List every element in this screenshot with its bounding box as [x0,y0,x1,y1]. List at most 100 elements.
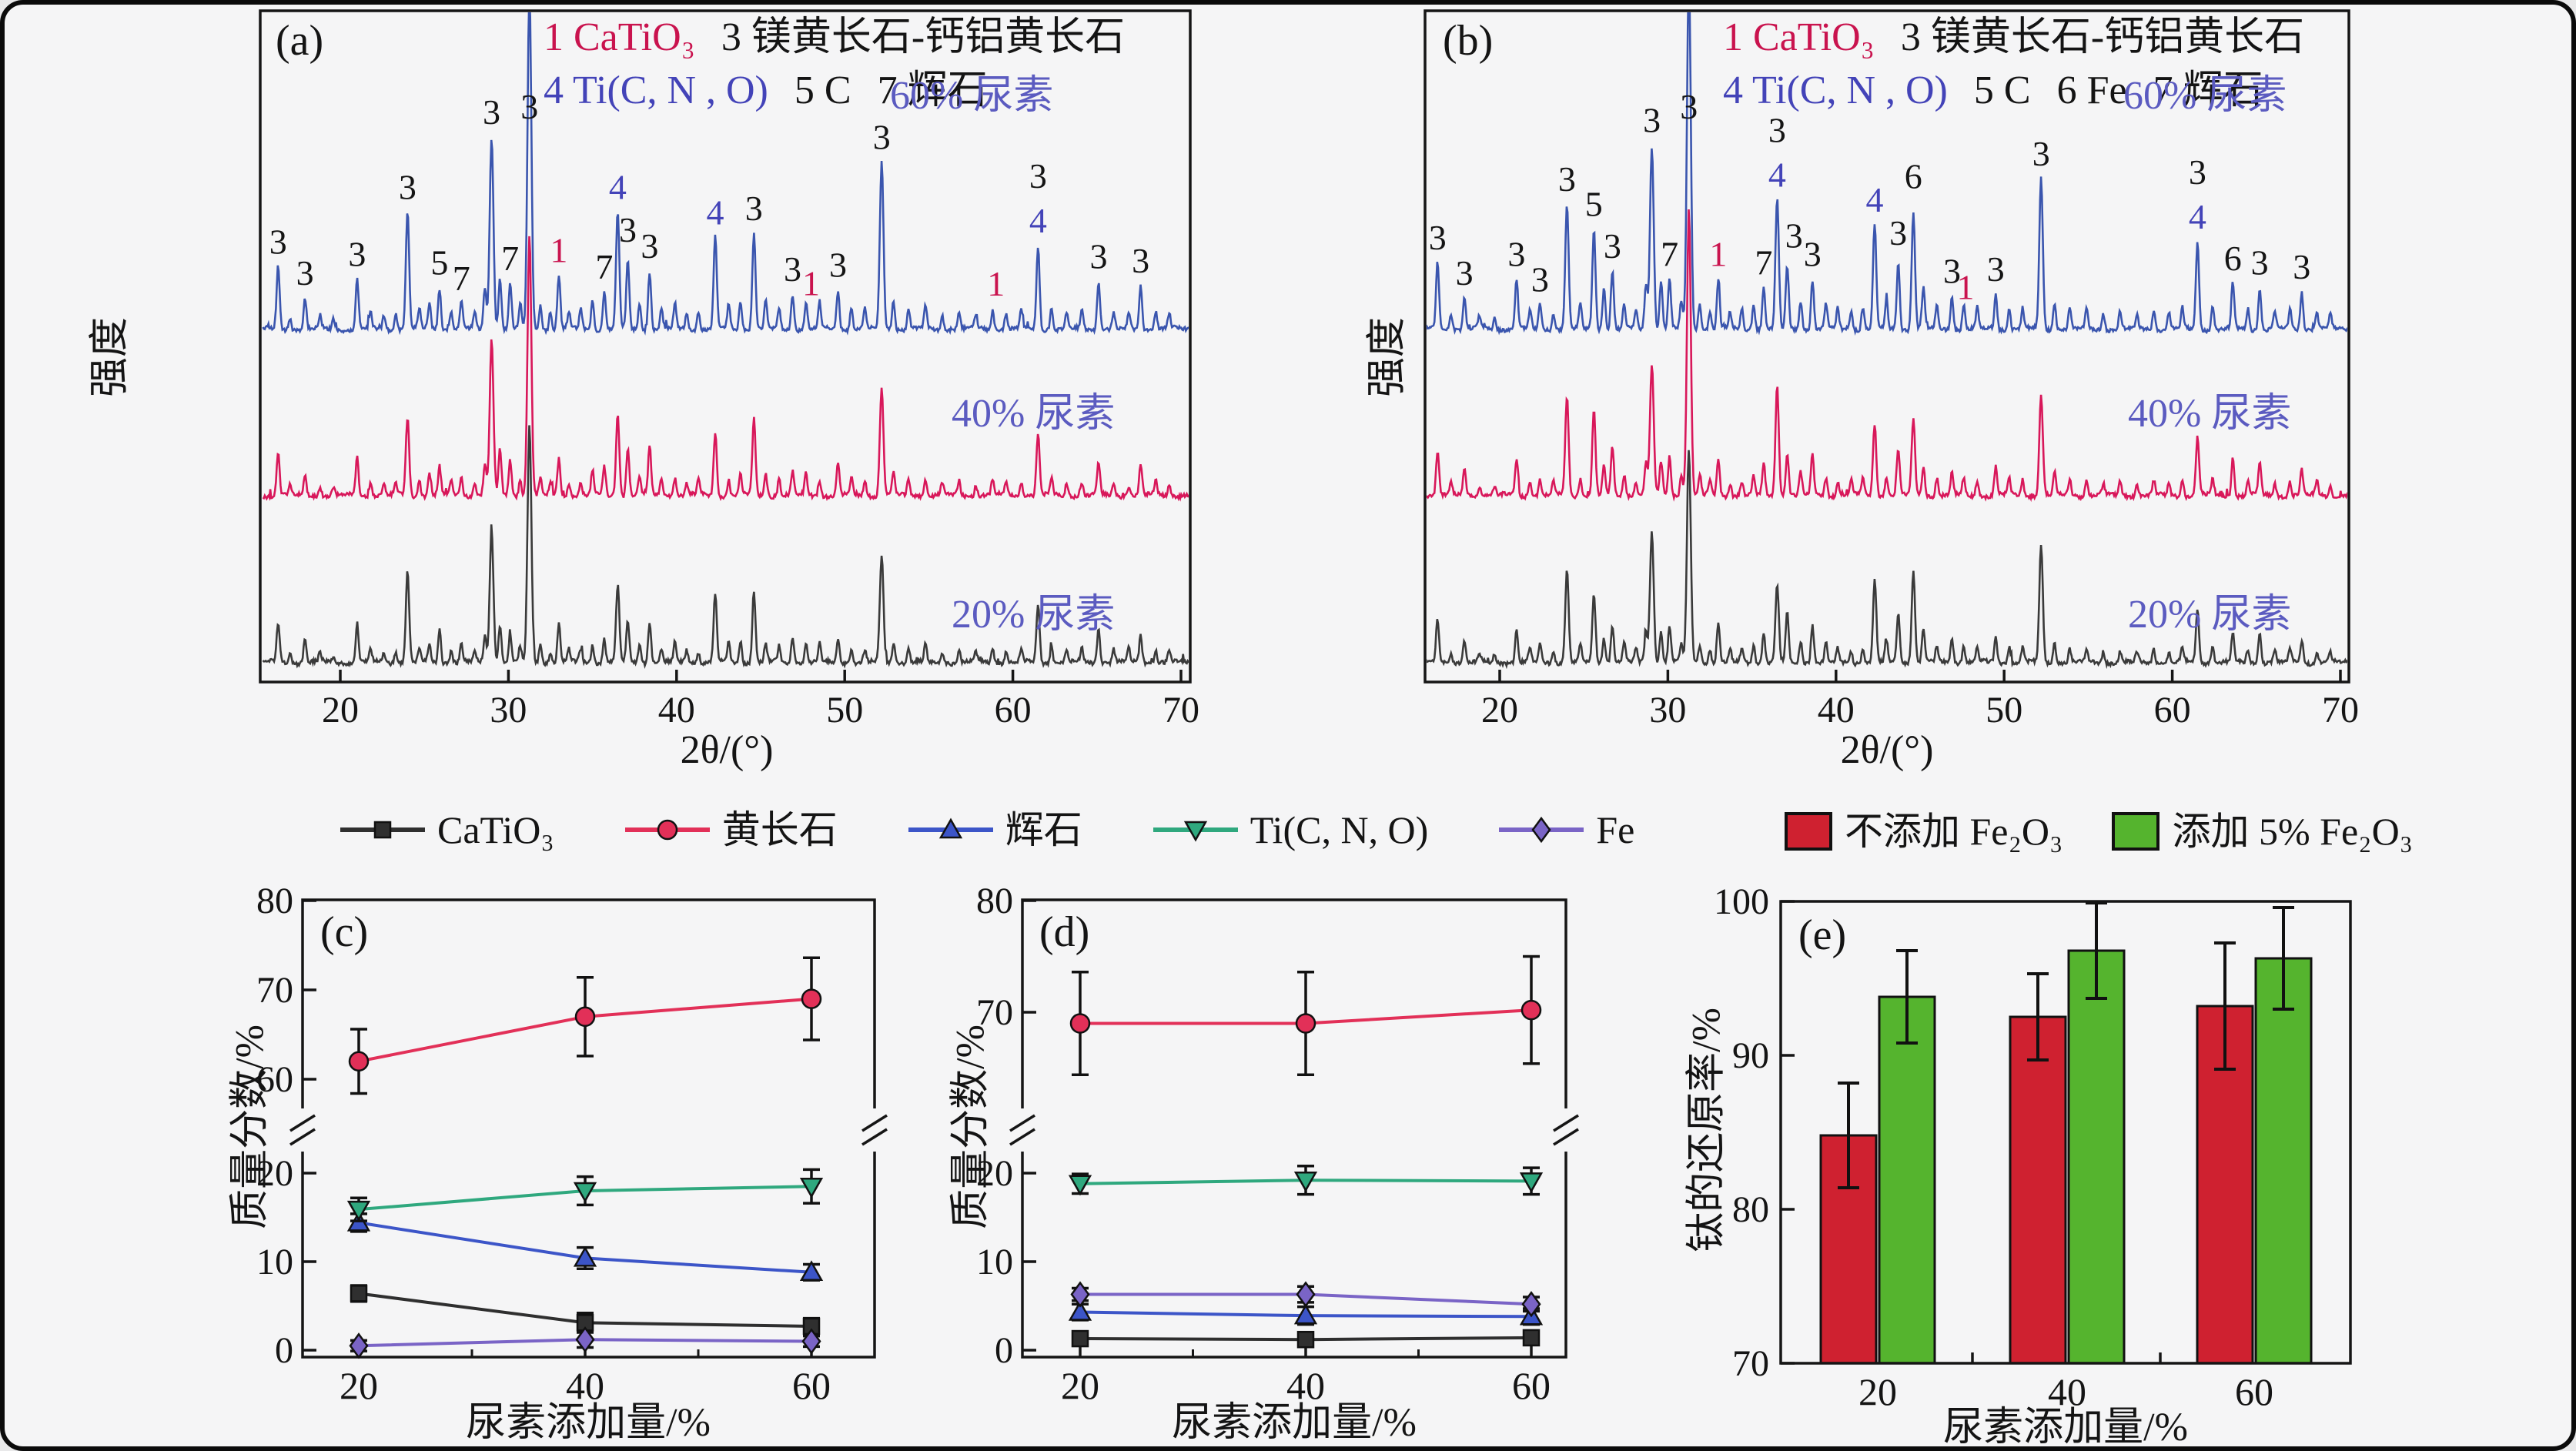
x-tick-label: 70 [2322,690,2359,731]
data-point-Ti(C, N, O) [573,1182,597,1203]
x-tick-label: 60 [1512,1364,1551,1407]
peak-label-3: 3 [829,245,847,284]
peak-label-3: 3 [1987,249,2005,289]
phase-legend-label: 辉石 [1005,807,1082,851]
series-label-a-60: 60% 尿素 [890,74,1054,118]
peak-label-1: 1 [1709,235,1727,274]
data-point-CaTiO₃ [1296,1330,1315,1349]
panel-b-yaxis-title: 强度 [1365,316,1410,398]
panel-b-letter: (b) [1443,17,1494,65]
data-point-黄长石 [801,988,822,1009]
peak-label-5: 5 [1585,184,1603,223]
legend-b-melilite: 3 镁黄长石-钙铝黄长石 [1900,15,2305,59]
x-tick-label: 20 [1061,1364,1099,1407]
x-tick-label: 40 [2048,1370,2086,1413]
peak-label-7: 7 [595,247,613,286]
xrd-trace-40% 尿素 [1427,209,2347,503]
panel-e-xaxis-title: 尿素添加量/% [1943,1406,2188,1449]
y-tick-label: 60 [256,1059,293,1100]
peak-label-4: 4 [2189,197,2206,236]
peak-label-3: 3 [1680,87,1698,126]
peak-label-3: 3 [1768,110,1786,149]
peak-label-3: 3 [1785,216,1803,255]
phase-legend-item-2: 黄长石 [622,808,838,851]
axis-break-mark [1009,1128,1035,1146]
circle-marker-icon [624,819,710,841]
x-tick-label: 20 [1481,690,1518,731]
data-point-辉石 [1293,1303,1318,1325]
peak-label-4: 4 [1768,155,1786,194]
series-label-a-20: 20% 尿素 [952,593,1116,637]
peak-label-3: 3 [2032,134,2050,173]
x-tick-label: 40 [1286,1364,1325,1407]
y-tick-label: 100 [1714,881,1769,922]
phase-legend: CaTiO₃ 黄长石 辉石 Ti(C, N, O) Fe [337,808,1702,851]
panel-b-xaxis-title: 2θ/(°) [1840,728,1934,772]
series-label-b-20: 20% 尿素 [2128,593,2292,637]
x-tick-label: 30 [490,690,527,731]
triangle-up-marker-icon [908,817,993,839]
peak-label-1: 1 [802,264,820,303]
x-tick-label: 30 [1649,690,1686,731]
legend-a-catio3: 1 CaTiO₃ [544,15,695,59]
axis-break-gap [868,1108,882,1152]
y-tick-label: 80 [976,881,1013,921]
y-tick-label: 80 [256,881,293,921]
peak-label-3: 3 [1429,218,1447,257]
peak-label-6: 6 [1905,157,1922,196]
y-tick-label: 70 [256,970,293,1011]
data-point-Fe [1070,1281,1090,1308]
panel-c-yaxis-title: 质量分数/% [228,1025,273,1229]
y-tick-label: 10 [256,1242,293,1282]
legend-b-iron: 6 Fe [2056,68,2127,112]
x-tick-label: 20 [322,690,359,731]
xrd-trace-20% 尿素 [262,425,1189,670]
y-tick-label: 70 [1732,1343,1769,1384]
series-label-b-60: 60% 尿素 [2123,74,2287,118]
diamond-marker-icon [1499,816,1584,844]
peak-label-3: 3 [2251,243,2269,283]
phase-legend-item-4: Ti(C, N, O) [1150,808,1428,851]
plot-box [1021,898,1567,1359]
phase-legend-label: CaTiO₃ [437,807,554,851]
peak-label-3: 3 [348,235,366,274]
data-point-Fe [349,1332,369,1359]
legend-marker [373,821,392,839]
peak-label-3: 3 [1089,236,1107,276]
xrd-trace-60% 尿素 [262,12,1189,336]
bar-添加 5% Fe₂O₃ [1878,995,1936,1365]
x-tick-label: 40 [566,1364,604,1407]
phase-legend-label: Fe [1596,807,1635,851]
x-tick-label: 60 [995,690,1032,731]
x-tick-label: 60 [2154,690,2191,731]
data-point-黄长石 [348,1051,370,1072]
peak-label-7: 7 [453,259,470,298]
legend-marker [1183,821,1207,842]
panel-d-yaxis-title: 质量分数/% [948,1025,993,1229]
bar-添加 5% Fe₂O₃ [2067,949,2126,1365]
y-tick-label: 10 [976,1242,1013,1282]
peak-label-5: 5 [430,243,448,283]
legend-a-melilite: 3 镁黄长石-钙铝黄长石 [721,15,1126,59]
data-point-CaTiO₃ [350,1285,368,1302]
y-tick-label: 0 [995,1330,1013,1371]
data-point-Fe [1521,1291,1541,1318]
legend-marker [938,817,962,839]
xrd-trace-40% 尿素 [262,236,1189,502]
legend-b-ticno: 4 Ti(C, N , O) [1723,68,1948,112]
series-label-a-40: 40% 尿素 [952,392,1116,436]
peak-label-3: 3 [520,87,538,126]
axis-break-mark [1009,1114,1035,1132]
peak-label-3: 3 [1804,235,1822,274]
peak-label-3: 3 [1943,251,1961,290]
peak-label-7: 7 [501,239,519,278]
legend-swatch-icon [1785,812,1832,851]
peak-label-3: 3 [1531,259,1549,299]
bar-不添加 Fe₂O₃ [2009,1015,2067,1365]
x-tick-label: 40 [1818,690,1855,731]
legend-b-carbon: 5 C [1973,68,2031,112]
peak-label-3: 3 [1558,159,1576,199]
peak-label-3: 3 [269,222,287,261]
